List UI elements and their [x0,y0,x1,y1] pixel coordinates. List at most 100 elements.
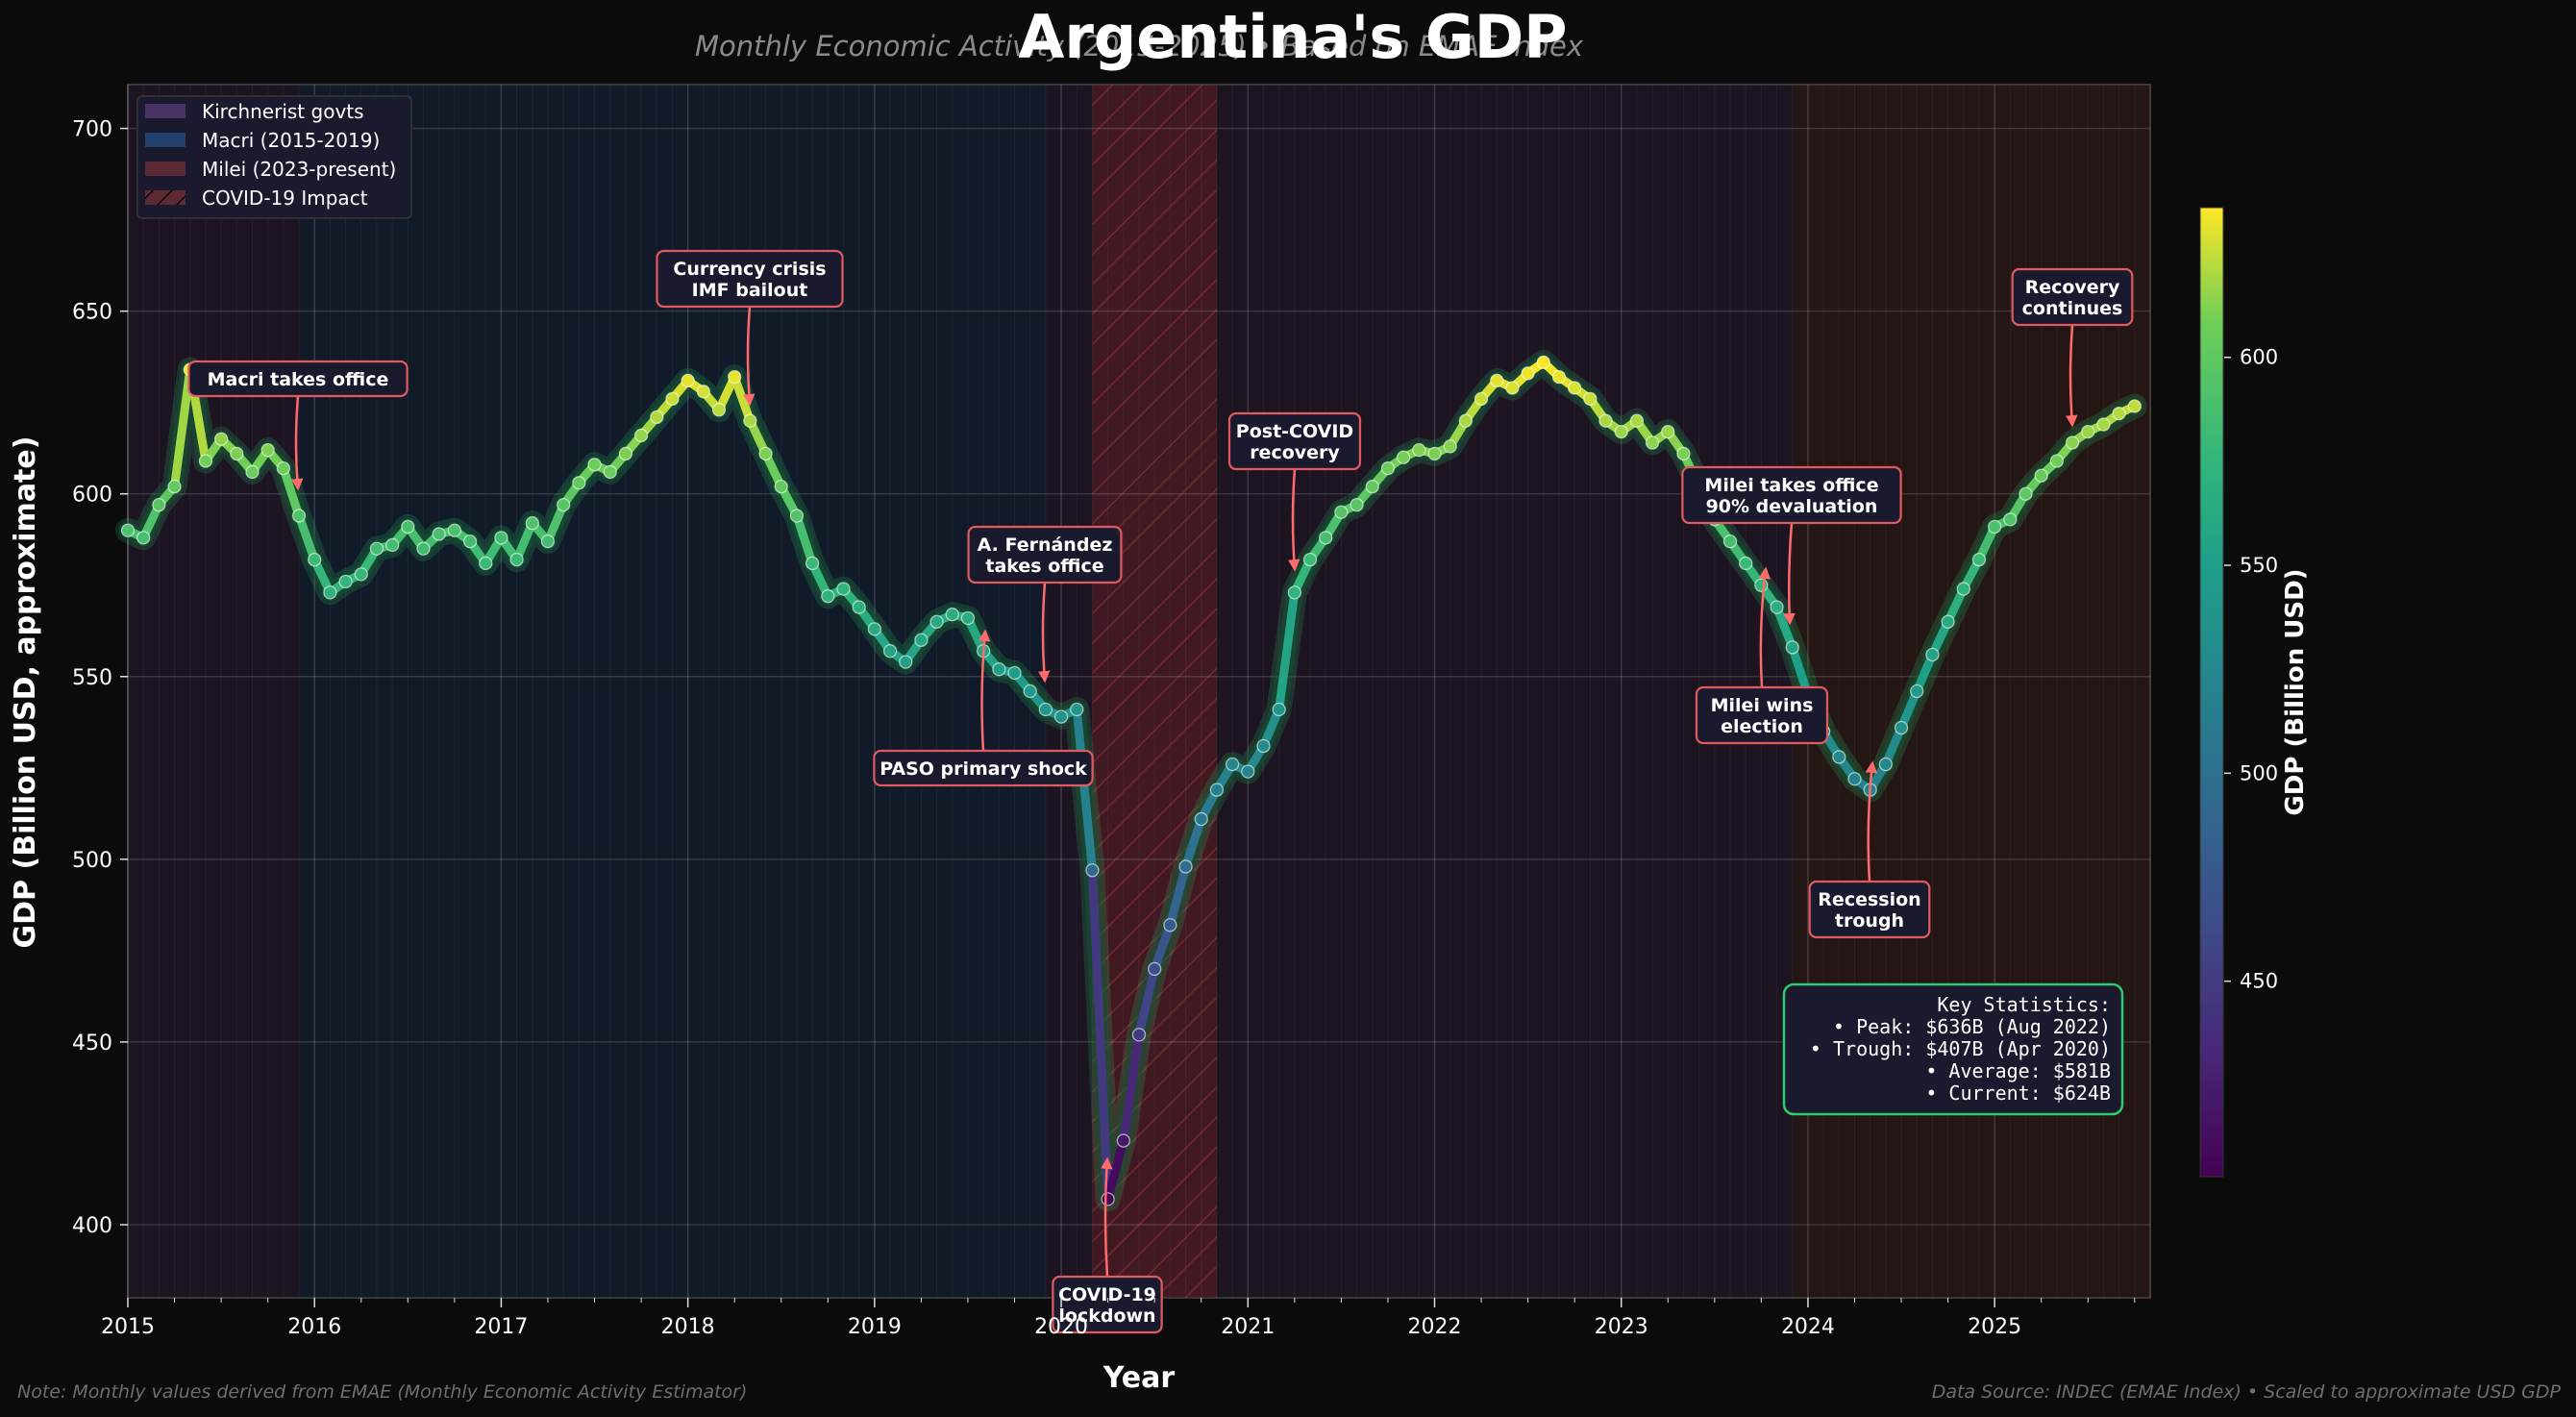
x-tick-label: 2019 [848,1315,902,1339]
data-point [525,515,539,531]
colorbar-gradient [2199,207,2224,1178]
data-point [1334,505,1349,519]
x-tick-label: 2020 [1034,1315,1088,1339]
annotation-text: Post-COVID [1236,421,1353,442]
data-point [509,553,524,567]
data-point [1739,556,1753,571]
data-point [338,574,353,589]
data-point [447,523,462,537]
data-point [711,403,727,417]
footer-source: Data Source: INDEC (EMAE Index) • Scaled… [1932,1381,2562,1403]
data-point [945,608,959,622]
data-point [1287,585,1301,600]
annotation-text: election [1721,716,1803,737]
data-point [1053,709,1069,724]
x-tick-label: 2022 [1408,1315,1462,1339]
series-segment [1165,861,1191,930]
data-point [1614,424,1628,439]
annotation-arrow [1783,522,1796,626]
data-point [1754,578,1769,592]
series-segment [792,511,817,568]
x-axis-label: Year [1102,1361,1176,1395]
annotation-text: Macri takes office [208,369,389,390]
annotation: Macri takes office [187,360,409,491]
x-tick-label: 2025 [1968,1315,2021,1339]
data-point [462,534,478,549]
legend-swatch [145,104,186,118]
data-point [1458,413,1474,428]
series-segment [1134,964,1159,1039]
annotation-text: Recession [1818,889,1920,910]
annotation-box [1681,465,1902,525]
data-point [618,446,633,461]
colorbar-tick-label: 500 [2240,761,2278,784]
data-point [805,556,820,571]
x-tick-label: 2017 [474,1315,528,1339]
annotation-text: A. Fernández [978,534,1113,556]
data-point [1785,640,1799,655]
legend-label: Macri (2015-2019) [202,129,380,152]
series-segment [1181,814,1206,871]
region-band-0 [128,85,300,1298]
annotation-box [187,360,409,398]
data-point [308,553,322,567]
series-segment [1275,587,1300,714]
y-tick-label: 650 [72,301,112,325]
data-point [1256,738,1271,754]
data-point [1988,519,2002,534]
data-point [1551,369,1567,385]
annotation-text: Milei takes office [1704,475,1878,496]
y-tick-label: 400 [72,1214,112,1238]
colorbar-tick-label: 450 [2240,970,2278,993]
data-point [384,537,400,553]
colorbar-tick-label: 550 [2240,554,2278,577]
data-point [1163,918,1177,932]
data-point [1380,460,1396,476]
data-point [213,432,229,446]
data-point [2081,424,2095,439]
data-point [867,622,882,636]
gridlines [127,85,2151,1298]
legend-swatch [145,133,186,147]
series-segment [170,364,195,491]
data-point [1412,442,1426,458]
annotation-arrow [742,306,755,407]
y-tick-label: 550 [72,666,112,690]
data-point [416,541,431,556]
covid-impact-band [1092,85,1217,1298]
data-point [572,476,586,490]
legend-swatch [145,190,186,205]
key-statistics-box: Key Statistics:• Peak: $636B (Aug 2022)•… [1782,982,2124,1116]
series-segment [279,463,304,521]
annotation-arrow [1865,760,1878,883]
annotation-text: Currency crisis [673,259,826,280]
x-tick-label: 2023 [1595,1315,1648,1339]
x-tick-label: 2015 [101,1315,155,1339]
annotation-box [967,525,1123,584]
data-point [1443,439,1457,454]
data-point [2065,435,2080,450]
data-point [1148,961,1162,977]
colorbar-tick-label: 600 [2240,346,2278,369]
data-point [1661,424,1675,439]
data-point [152,497,166,512]
data-point [136,531,151,545]
series-segment [1119,1030,1144,1146]
legend: Kirchnerist govts Macri (2015-2019) Milei … [136,95,412,219]
x-tick-label: 2021 [1221,1315,1275,1339]
data-point [1722,534,1738,549]
annotation-text: trough [1835,910,1904,932]
data-point [1209,783,1225,797]
annotation: PASO primary shock [873,629,1094,787]
stats-line: • Peak: $636B (Aug 2022) [1833,1015,2111,1038]
y-tick-label: 700 [72,118,112,142]
annotation-arrow [2066,324,2078,428]
data-point [291,509,307,523]
legend-box [136,95,412,219]
data-point [1770,600,1784,614]
y-tick-label: 500 [72,849,112,873]
